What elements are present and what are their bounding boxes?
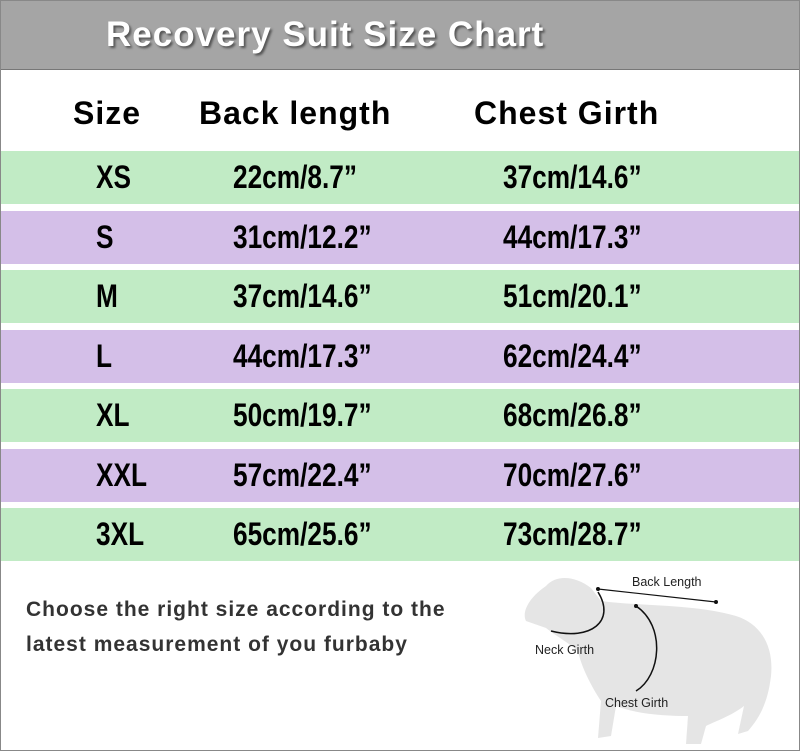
table-row: S 31cm/12.2” 44cm/17.3” xyxy=(1,210,799,264)
table-row: XS 22cm/8.7” 37cm/14.6” xyxy=(1,151,799,204)
table-cell: 22cm/8.7” xyxy=(233,159,357,195)
back-line xyxy=(597,588,717,603)
dog-diagram: Back Length Neck Girth Chest Girth xyxy=(524,575,772,744)
table-cell: 44cm/17.3” xyxy=(233,337,372,374)
table-cell: 62cm/24.4” xyxy=(503,337,642,374)
table-cell: 37cm/14.6” xyxy=(233,278,372,314)
table-cell: M xyxy=(96,278,118,314)
table-cell: 37cm/14.6” xyxy=(503,159,642,195)
table-row: 3XL 65cm/25.6” 73cm/28.7” xyxy=(1,508,799,561)
neck-line xyxy=(550,591,605,635)
table-row: M 37cm/14.6” 51cm/20.1” xyxy=(1,270,799,323)
column-header: Back length xyxy=(199,95,392,131)
table-cell: 57cm/22.4” xyxy=(233,456,372,493)
table-cell: 51cm/20.1” xyxy=(503,278,642,314)
table-row: XL 50cm/19.7” 68cm/26.8” xyxy=(1,389,799,442)
table-cell: 31cm/12.2” xyxy=(233,218,372,255)
table-cell: XXL xyxy=(96,456,148,493)
table-cell: 73cm/28.7” xyxy=(503,516,642,552)
table-cell: S xyxy=(96,218,114,255)
dot xyxy=(714,600,718,604)
table-cell: 50cm/19.7” xyxy=(233,397,372,433)
column-header: Size xyxy=(73,95,142,131)
title-bar: Recovery Suit Size Chart xyxy=(1,1,799,70)
table-cell: 65cm/25.6” xyxy=(233,516,372,552)
diagram-label: Chest Girth xyxy=(605,696,668,710)
table-cell: XL xyxy=(96,397,130,433)
title: Recovery Suit Size Chart xyxy=(106,15,545,54)
note-line: Choose the right size according to the xyxy=(26,598,446,621)
table-row: XXL 57cm/22.4” 70cm/27.6” xyxy=(1,448,799,502)
table-cell: 44cm/17.3” xyxy=(503,218,642,255)
chest-line xyxy=(635,605,658,692)
note-line: latest measurement of you furbaby xyxy=(26,633,408,656)
table-row: L 44cm/17.3” 62cm/24.4” xyxy=(1,329,799,383)
dog-silhouette xyxy=(524,577,772,744)
table-cell: 70cm/27.6” xyxy=(503,456,642,493)
column-header: Chest Girth xyxy=(474,95,660,131)
table-cell: XS xyxy=(96,159,132,195)
table-cell: L xyxy=(96,337,113,374)
diagram-label: Neck Girth xyxy=(535,643,594,657)
table-cell: 68cm/26.8” xyxy=(503,397,642,433)
diagram-label: Back Length xyxy=(632,575,702,589)
dot xyxy=(596,587,600,591)
table-cell: 3XL xyxy=(96,516,145,552)
